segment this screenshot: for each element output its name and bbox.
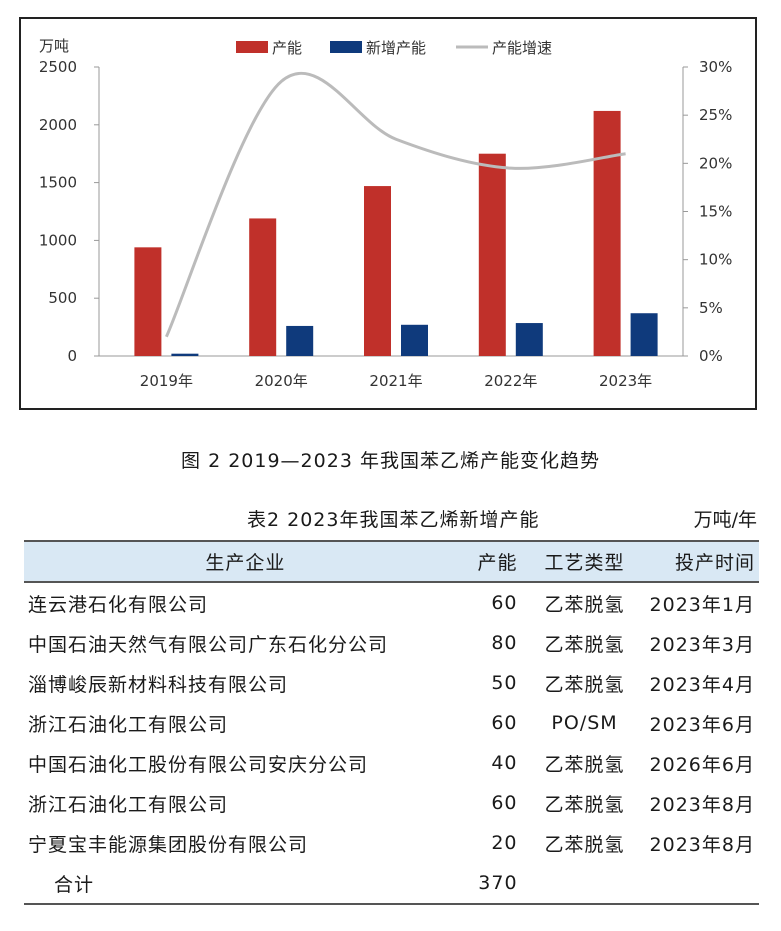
y-left-tick-label: 1000 <box>39 231 77 249</box>
x-tick-label: 2023年 <box>599 372 652 390</box>
chart-svg: 0 500 1000 1500 2000 2500 万吨 0% 5% 10% 15% 20% 25% 30… <box>39 37 733 390</box>
y-right-tick-label: 25% <box>699 106 732 124</box>
bar-capacity <box>364 186 391 356</box>
cell-company: 连云港石化有限公司 <box>28 593 209 616</box>
y-right-tick-label: 15% <box>699 203 732 221</box>
cell-capacity: 60 <box>491 712 518 734</box>
table-total-row: 合计 370 <box>24 863 759 905</box>
cell-process: 乙苯脱氢 <box>544 833 625 856</box>
y-left-tick-label: 1500 <box>39 174 77 192</box>
cell-company: 中国石油化工股份有限公司安庆分公司 <box>28 753 369 776</box>
y-left-tick-label: 0 <box>67 347 77 365</box>
figure-caption: 图 2 2019—2023 年我国苯乙烯产能变化趋势 <box>181 450 600 472</box>
cell-date: 2023年8月 <box>649 833 755 856</box>
legend-label: 产能 <box>272 39 302 57</box>
legend-label: 新增产能 <box>366 39 426 57</box>
bar-capacity <box>478 153 506 356</box>
line-growth-rate <box>165 72 626 338</box>
table-caption: 表2 2023年我国苯乙烯新增产能 <box>247 509 540 531</box>
cell-capacity: 40 <box>491 752 518 774</box>
y-right-tick-label: 30% <box>699 58 732 76</box>
table-row: 中国石油天然气有限公司广东石化分公司 80 乙苯脱氢 2023年3月 <box>24 623 759 663</box>
y-right-tick-label: 5% <box>699 299 723 317</box>
header-capacity: 产能 <box>466 540 528 583</box>
y-left-tick-label: 500 <box>48 289 77 307</box>
cell-process: 乙苯脱氢 <box>544 793 625 816</box>
y-left-tick-label: 2500 <box>39 58 77 76</box>
cell-date: 2026年6月 <box>649 753 755 776</box>
header-date: 投产时间 <box>641 540 759 583</box>
cell-process: 乙苯脱氢 <box>544 753 625 776</box>
y-right-tick-label: 20% <box>699 154 732 172</box>
total-process-empty <box>527 863 642 905</box>
cell-process: 乙苯脱氢 <box>544 673 625 696</box>
x-tick-label: 2021年 <box>369 372 422 390</box>
cell-capacity: 60 <box>491 792 518 814</box>
bar-capacity <box>593 110 621 356</box>
table-body: 连云港石化有限公司 60 乙苯脱氢 2023年1月 中国石油天然气有限公司广东石… <box>24 582 759 905</box>
y-left-tick-label: 2000 <box>39 116 77 134</box>
cell-company: 浙江石油化工有限公司 <box>28 793 229 816</box>
legend-swatch-capacity <box>236 41 268 53</box>
total-date-empty <box>641 863 759 905</box>
chart-frame: 0 500 1000 1500 2000 2500 万吨 0% 5% 10% 15% 20% 25% 30… <box>19 17 757 410</box>
cell-date: 2023年3月 <box>649 633 755 656</box>
cell-capacity: 20 <box>491 832 518 854</box>
cell-company: 浙江石油化工有限公司 <box>28 713 229 736</box>
y-left-axis-label: 万吨 <box>39 37 69 55</box>
cell-capacity: 80 <box>491 632 518 654</box>
bar-capacity <box>249 218 277 356</box>
bar-new-capacity <box>401 324 428 356</box>
cell-date: 2023年1月 <box>649 593 755 616</box>
table-row: 浙江石油化工有限公司 60 乙苯脱氢 2023年8月 <box>24 783 759 823</box>
bar-new-capacity <box>286 325 314 356</box>
cell-date: 2023年6月 <box>649 713 755 736</box>
table-unit: 万吨/年 <box>693 509 757 531</box>
x-tick-label: 2019年 <box>140 372 193 390</box>
legend-swatch-new-capacity <box>330 41 362 53</box>
cell-company: 中国石油天然气有限公司广东石化分公司 <box>28 633 389 656</box>
cell-date: 2023年8月 <box>649 793 755 816</box>
x-tick-label: 2020年 <box>255 372 308 390</box>
cell-company: 宁夏宝丰能源集团股份有限公司 <box>28 833 309 856</box>
header-company: 生产企业 <box>24 540 467 583</box>
table-row: 中国石油化工股份有限公司安庆分公司 40 乙苯脱氢 2026年6月 <box>24 743 759 783</box>
y-right-tick-label: 10% <box>699 251 732 269</box>
cell-company: 淄博峻辰新材料科技有限公司 <box>28 673 289 696</box>
total-capacity: 370 <box>466 863 528 905</box>
table-header: 生产企业 产能 工艺类型 投产时间 <box>24 540 759 583</box>
table-row: 淄博峻辰新材料科技有限公司 50 乙苯脱氢 2023年4月 <box>24 663 759 703</box>
y-right-tick-label: 0% <box>699 347 723 365</box>
table-row: 连云港石化有限公司 60 乙苯脱氢 2023年1月 <box>24 582 759 623</box>
legend-label: 产能增速 <box>492 39 552 57</box>
capacity-table: 生产企业 产能 工艺类型 投产时间 连云港石化有限公司 60 乙苯脱氢 2023… <box>24 540 759 905</box>
bar-new-capacity <box>515 323 543 356</box>
x-tick-label: 2022年 <box>484 372 537 390</box>
table-header-row: 生产企业 产能 工艺类型 投产时间 <box>24 540 759 583</box>
header-process: 工艺类型 <box>527 540 642 583</box>
table-row: 浙江石油化工有限公司 60 PO/SM 2023年6月 <box>24 703 759 743</box>
cell-date: 2023年4月 <box>649 673 755 696</box>
bar-new-capacity <box>171 353 199 356</box>
cell-capacity: 60 <box>491 592 518 614</box>
cell-process: 乙苯脱氢 <box>544 593 625 616</box>
cell-capacity: 50 <box>491 672 518 694</box>
bar-new-capacity <box>630 313 658 356</box>
cell-process: 乙苯脱氢 <box>544 633 625 656</box>
total-label: 合计 <box>24 863 467 905</box>
table-row: 宁夏宝丰能源集团股份有限公司 20 乙苯脱氢 2023年8月 <box>24 823 759 863</box>
cell-process: PO/SM <box>551 712 618 734</box>
bar-capacity <box>134 247 162 356</box>
